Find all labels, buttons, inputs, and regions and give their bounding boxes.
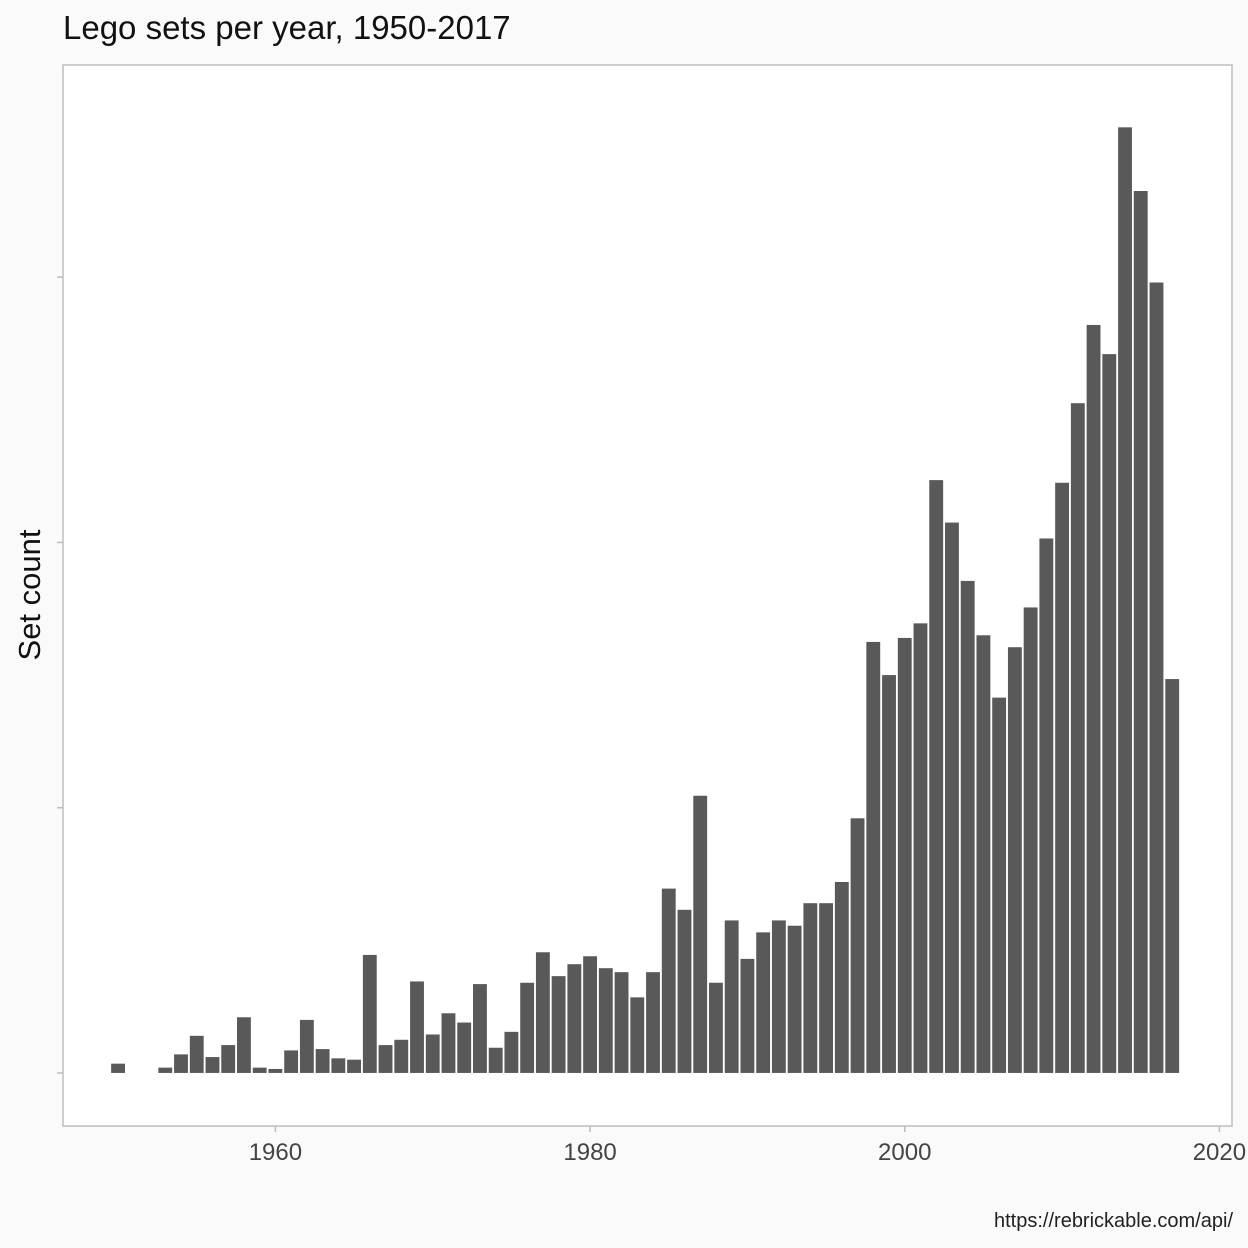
bar-2002 [929, 480, 944, 1073]
bar-1995 [819, 903, 833, 1073]
bar-1974 [488, 1047, 503, 1073]
bar-1954 [174, 1054, 188, 1073]
bar-1998 [866, 641, 881, 1073]
bar-2007 [1007, 647, 1022, 1073]
bar-1955 [189, 1035, 204, 1073]
bar-1997 [850, 818, 865, 1073]
bar-2003 [945, 522, 959, 1073]
bar-1956 [205, 1057, 220, 1073]
bar-1994 [803, 903, 818, 1073]
bar-1996 [834, 881, 849, 1073]
bar-1968 [394, 1039, 409, 1073]
bar-1987 [693, 795, 708, 1073]
bar-1962 [299, 1019, 314, 1073]
bar-2011 [1070, 403, 1085, 1073]
bar-2012 [1086, 324, 1101, 1073]
bar-1975 [504, 1031, 519, 1073]
bar-1973 [473, 984, 487, 1073]
bar-1976 [520, 982, 535, 1073]
bar-2009 [1039, 538, 1054, 1073]
bar-1970 [425, 1034, 440, 1073]
bar-1982 [614, 972, 629, 1073]
x-tick-label-1960: 1960 [249, 1139, 302, 1166]
y-axis-label: Set count [12, 529, 47, 660]
bar-1991 [756, 932, 771, 1073]
bar-1960 [268, 1068, 283, 1073]
bar-2016 [1149, 282, 1164, 1073]
bar-2010 [1055, 482, 1070, 1073]
bar-1961 [284, 1050, 299, 1073]
bar-1959 [252, 1067, 267, 1073]
bar-1969 [410, 981, 424, 1073]
bar-1963 [315, 1049, 330, 1073]
bar-2017 [1165, 679, 1180, 1073]
bar-2000 [897, 637, 912, 1073]
bar-2006 [992, 697, 1007, 1073]
bar-1992 [771, 920, 786, 1073]
bar-1990 [740, 958, 755, 1073]
bar-1985 [661, 888, 676, 1073]
bar-1988 [709, 982, 723, 1073]
chart-title: Lego sets per year, 1950-2017 [63, 9, 511, 46]
bar-1993 [787, 925, 802, 1073]
x-tick-label-2020: 2020 [1193, 1139, 1246, 1166]
bar-1971 [441, 1013, 456, 1073]
bar-1989 [724, 920, 739, 1073]
bar-1999 [882, 675, 896, 1073]
bar-1972 [457, 1022, 472, 1073]
x-tick-label-1980: 1980 [563, 1139, 616, 1166]
bar-1953 [158, 1067, 173, 1073]
bar-2015 [1133, 190, 1148, 1073]
bar-1978 [551, 976, 566, 1073]
x-axis-ticks: 1960 1980 2000 2020 [249, 1126, 1246, 1166]
bar-1986 [677, 909, 692, 1073]
bar-2001 [913, 623, 928, 1073]
bar-1979 [567, 964, 582, 1073]
y-axis-ticks [57, 276, 63, 1074]
bar-1964 [331, 1058, 346, 1073]
bar-2004 [960, 580, 975, 1073]
bar-1983 [630, 997, 645, 1073]
bar-1950 [111, 1063, 125, 1073]
bar-2013 [1102, 354, 1117, 1073]
bar-1965 [347, 1059, 361, 1073]
bars-group [111, 127, 1180, 1073]
bar-1966 [362, 954, 377, 1073]
bar-1957 [221, 1045, 236, 1073]
bar-2014 [1118, 127, 1132, 1073]
bar-1980 [583, 956, 597, 1073]
bar-1958 [237, 1017, 251, 1073]
x-tick-label-2000: 2000 [878, 1139, 931, 1166]
bar-1967 [378, 1045, 393, 1073]
bar-2008 [1023, 607, 1038, 1073]
bar-1984 [646, 972, 660, 1073]
bar-1981 [598, 968, 613, 1073]
chart-caption: https://rebrickable.com/api/ [994, 1210, 1233, 1232]
bar-1977 [535, 952, 550, 1073]
bar-2005 [976, 635, 991, 1073]
